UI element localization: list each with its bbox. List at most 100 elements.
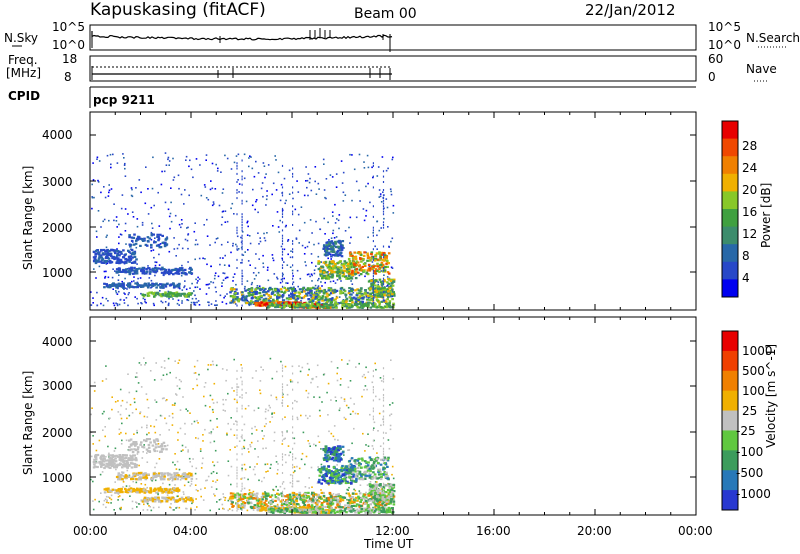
- range-cell: [341, 240, 345, 243]
- range-cell: [378, 189, 381, 191]
- range-cell: [124, 277, 126, 280]
- range-cell: [238, 440, 241, 442]
- range-cell: [267, 279, 270, 282]
- range-cell: [311, 280, 313, 282]
- range-cell: [284, 365, 287, 368]
- range-cell: [248, 235, 251, 237]
- range-cell: [339, 287, 343, 290]
- range-cell: [357, 296, 360, 299]
- range-cell: [348, 277, 352, 280]
- range-cell: [374, 284, 377, 287]
- range-cell: [248, 304, 251, 307]
- range-cell: [141, 457, 144, 459]
- range-cell: [157, 474, 161, 477]
- range-cell: [223, 296, 225, 299]
- range-cell: [382, 283, 385, 286]
- range-cell: [119, 298, 122, 301]
- range-cell: [117, 496, 120, 498]
- range-cell: [236, 229, 238, 232]
- range-cell: [99, 457, 102, 460]
- range-cell: [180, 274, 183, 277]
- range-cell: [353, 403, 355, 405]
- range-cell: [162, 441, 166, 444]
- range-cell: [144, 202, 147, 205]
- range-cell: [362, 254, 366, 257]
- range-cell: [140, 471, 143, 474]
- range-cell: [114, 457, 117, 460]
- range-cell: [343, 247, 345, 249]
- range-cell: [130, 266, 133, 269]
- range-cell: [318, 277, 320, 280]
- range-cell: [292, 248, 294, 251]
- range-cell: [233, 295, 237, 298]
- freq-tick-low: 8: [64, 70, 72, 84]
- range-cell: [333, 425, 336, 427]
- range-cell: [189, 412, 191, 414]
- range-cell: [358, 505, 362, 508]
- power-cbar-tick-24: 24: [742, 161, 757, 175]
- range-cell: [372, 293, 374, 296]
- range-cell: [101, 471, 104, 473]
- range-cell: [213, 277, 216, 280]
- range-cell: [145, 301, 147, 304]
- range-cell: [381, 291, 385, 294]
- range-cell: [148, 277, 151, 279]
- range-cell: [317, 285, 320, 287]
- range-cell: [221, 192, 224, 194]
- range-cell: [196, 282, 198, 284]
- range-cell: [247, 478, 249, 481]
- range-cell: [224, 497, 227, 499]
- range-cell: [157, 236, 160, 239]
- range-cell: [215, 238, 218, 240]
- range-cell: [281, 186, 284, 189]
- range-cell: [331, 298, 334, 301]
- range-cell: [279, 199, 282, 202]
- range-cell: [318, 298, 321, 301]
- range-cell: [334, 252, 338, 255]
- range-cell: [214, 272, 217, 274]
- range-cell: [115, 468, 117, 471]
- range-cell: [108, 219, 110, 222]
- nsky-trace: [91, 31, 393, 41]
- range-cell: [277, 301, 281, 304]
- range-cell: [356, 292, 359, 295]
- range-cell: [98, 255, 102, 258]
- range-cell: [230, 417, 232, 419]
- range-cell: [149, 370, 152, 372]
- range-cell: [198, 373, 200, 376]
- range-cell: [308, 241, 310, 244]
- range-cell: [227, 509, 229, 512]
- range-cell: [378, 270, 381, 273]
- range-cell: [276, 211, 279, 213]
- range-cell: [153, 441, 156, 444]
- range-cell: [241, 253, 243, 256]
- range-cell: [283, 277, 285, 280]
- range-cell: [271, 193, 273, 196]
- range-cell: [330, 292, 333, 295]
- range-cell: [154, 475, 157, 479]
- range-cell: [308, 368, 310, 371]
- range-cell: [157, 500, 161, 503]
- range-cell: [289, 481, 292, 484]
- range-cell: [188, 271, 191, 274]
- range-cell: [168, 477, 171, 480]
- range-cell: [198, 304, 201, 306]
- range-cell: [241, 506, 244, 509]
- range-cell: [163, 242, 167, 245]
- nsky-tick-high: 10^5: [52, 20, 85, 34]
- range-cell: [152, 506, 155, 509]
- range-cell: [339, 407, 341, 409]
- range-cell: [165, 243, 169, 246]
- range-cell: [167, 357, 170, 360]
- range-cell: [334, 242, 338, 245]
- range-cell: [166, 236, 168, 238]
- range-cell: [144, 284, 148, 287]
- range-cell: [309, 304, 313, 307]
- range-cell: [222, 188, 225, 190]
- range-cell: [176, 472, 179, 475]
- range-cell: [216, 479, 219, 481]
- range-cell: [260, 304, 264, 307]
- range-cell: [330, 399, 332, 401]
- range-cell: [277, 493, 281, 496]
- range-cell: [115, 261, 118, 264]
